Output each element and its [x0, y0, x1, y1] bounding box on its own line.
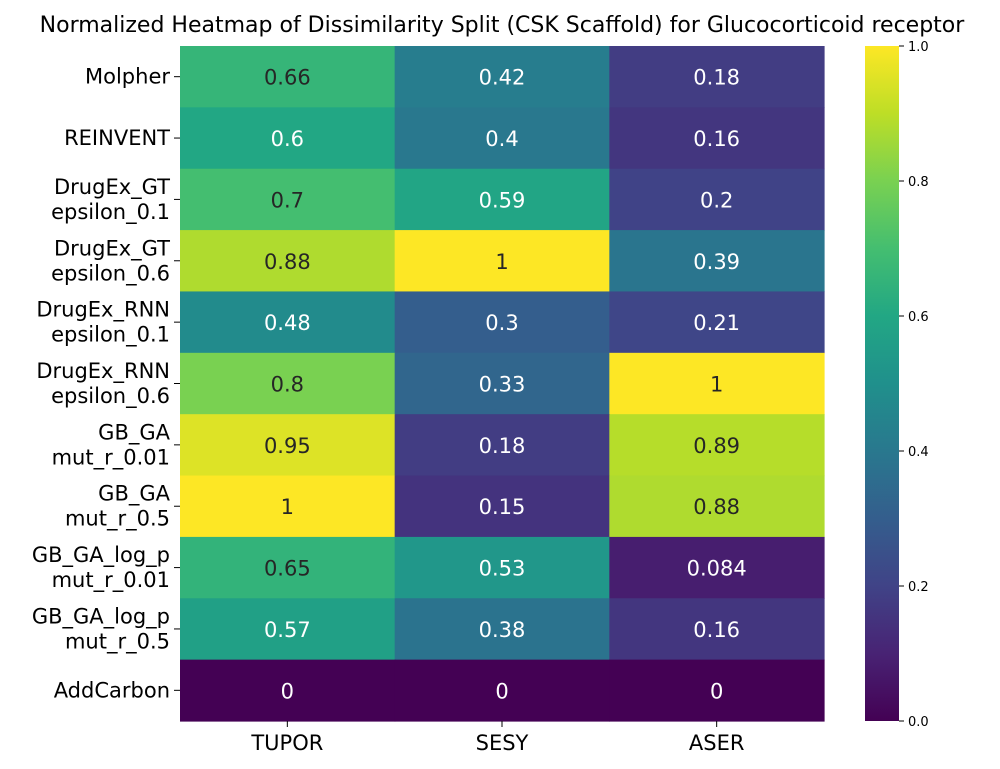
row-label: AddCarbon [54, 678, 170, 702]
row-label: GB_GA mut_r_0.01 [52, 420, 171, 470]
cell-value-label: 0.38 [479, 618, 526, 642]
heatmap-cell [394, 107, 610, 170]
heatmap-cell [394, 475, 610, 538]
heatmap-cell [180, 598, 396, 661]
heatmap-cell [180, 46, 396, 108]
cell-value-label: 0 [495, 679, 508, 703]
cell-value-label: 0.66 [264, 66, 311, 90]
cell-value-label: 0 [710, 679, 723, 703]
colorbar [865, 46, 899, 721]
cell-value-label: 0.15 [479, 495, 526, 519]
heatmap-cell [180, 414, 396, 477]
cell-value-label: 0.48 [264, 311, 311, 335]
cell-value-label: 0.8 [271, 373, 304, 397]
cell-value-label: 0.42 [479, 66, 526, 90]
colorbar-tick-label: 0.0 [908, 715, 929, 730]
heatmap-cell [609, 475, 825, 538]
cell-value-label: 0.88 [264, 250, 311, 274]
heatmap-cell [394, 168, 610, 231]
row-label: DrugEx_GT epsilon_0.1 [51, 175, 170, 225]
heatmap-cell [180, 536, 396, 599]
heatmap-cell [180, 475, 396, 538]
cell-value-label: 0.88 [693, 495, 740, 519]
heatmap-cell [609, 168, 825, 231]
heatmap-cell [394, 352, 610, 415]
cell-value-label: 0.95 [264, 434, 311, 458]
heatmap-cell [394, 659, 610, 722]
cell-value-label: 0.18 [693, 66, 740, 90]
row-label: GB_GA mut_r_0.5 [65, 482, 171, 532]
column-label: ASER [689, 731, 745, 755]
cell-value-label: 0.16 [693, 618, 740, 642]
cell-value-label: 0.53 [479, 557, 526, 581]
colorbar-ticks: 0.0 0.2 0.4 0.6 0.8 1.0 [899, 40, 929, 730]
heatmap-cell [394, 598, 610, 661]
chart-title: Normalized Heatmap of Dissimilarity Spli… [40, 13, 966, 38]
row-label: DrugEx_RNN epsilon_0.1 [36, 298, 170, 348]
cell-value-label: 0.59 [479, 188, 526, 212]
cell-value-label: 0.89 [693, 434, 740, 458]
cell-value-label: 0.18 [479, 434, 526, 458]
cell-value-label: 0.084 [687, 557, 747, 581]
cell-value-label: 0.21 [693, 311, 740, 335]
heatmap-cell [609, 107, 825, 170]
heatmap-cell [609, 46, 825, 108]
row-label: Molpher [85, 65, 170, 89]
cell-value-label: 0.4 [485, 127, 518, 151]
cell-value-label: 0.65 [264, 557, 311, 581]
row-label: DrugEx_GT epsilon_0.6 [51, 236, 170, 286]
column-labels: TUPOR SESY ASER [250, 721, 744, 755]
row-label: GB_GA_log_p mut_r_0.01 [32, 543, 170, 593]
column-label: TUPOR [250, 731, 323, 755]
column-label: SESY [476, 731, 529, 755]
cell-value-label: 0.57 [264, 618, 311, 642]
heatmap-cell [609, 230, 825, 293]
cell-value-label: 0.6 [271, 127, 304, 151]
cell-value-label: 0.39 [693, 250, 740, 274]
cell-value-label: 1 [495, 250, 508, 274]
heatmap-cell [180, 168, 396, 231]
heatmap-cell [180, 107, 396, 170]
heatmap-cell [394, 230, 610, 293]
row-label: REINVENT [64, 126, 170, 150]
cell-value-label: 1 [281, 495, 294, 519]
heatmap-cell [394, 414, 610, 477]
cell-value-label: 0.2 [700, 188, 733, 212]
cell-value-label: 0.3 [485, 311, 518, 335]
colorbar-tick-label: 0.4 [908, 445, 929, 460]
cell-value-label: 0.33 [479, 373, 526, 397]
heatmap-cell [180, 230, 396, 293]
heatmap-cell [609, 659, 825, 722]
heatmap-cell [609, 414, 825, 477]
row-labels: Molpher REINVENT DrugEx_GT epsilon_0.1 DrugE… [32, 65, 180, 702]
heatmap-cell [394, 536, 610, 599]
heatmap-cell [609, 598, 825, 661]
colorbar-tick-label: 0.8 [908, 175, 929, 190]
heatmap-cell [609, 536, 825, 599]
cell-value-label: 0.16 [693, 127, 740, 151]
heatmap-cell [394, 291, 610, 354]
heatmap-cell [609, 291, 825, 354]
row-label: DrugEx_RNN epsilon_0.6 [36, 359, 170, 409]
heatmap-cell [180, 659, 396, 722]
heatmap-cells: 0.66 0.42 0.18 0.6 0.4 0.16 0.7 0.59 0.2 0.88 1 0.3… [180, 46, 825, 722]
heatmap-cell [180, 352, 396, 415]
cell-value-label: 0 [281, 679, 294, 703]
heatmap-cell [609, 352, 825, 415]
colorbar-tick-label: 0.6 [908, 310, 929, 325]
cell-value-label: 0.7 [271, 188, 304, 212]
cell-value-label: 1 [710, 373, 723, 397]
heatmap-cell [394, 46, 610, 108]
colorbar-tick-label: 1.0 [908, 40, 929, 55]
heatmap-cell [180, 291, 396, 354]
colorbar-tick-label: 0.2 [908, 580, 929, 595]
row-label: GB_GA_log_p mut_r_0.5 [32, 604, 170, 654]
